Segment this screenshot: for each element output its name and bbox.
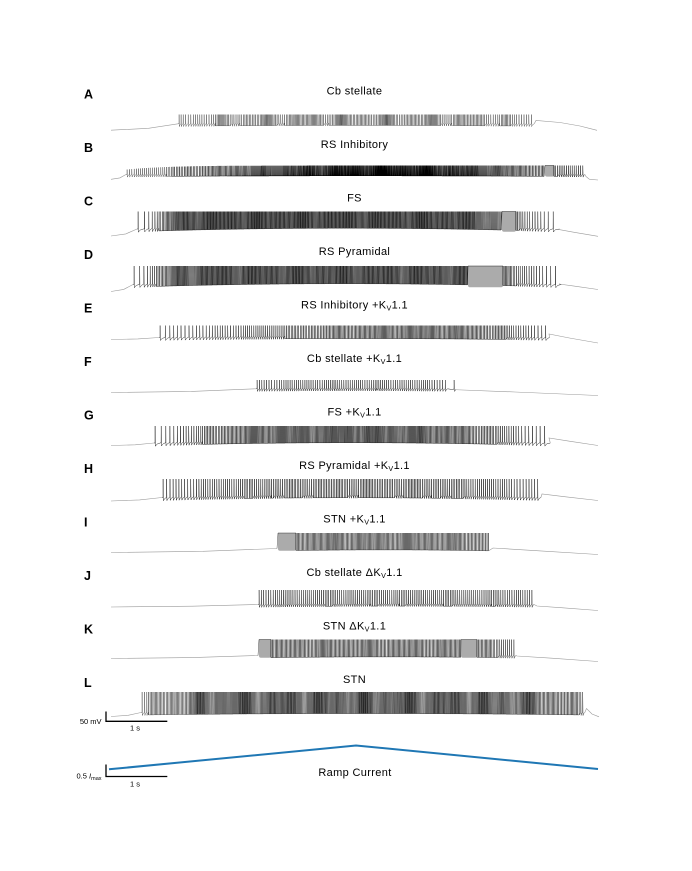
svg-text:B: B xyxy=(84,141,93,155)
svg-text:A: A xyxy=(84,88,93,102)
svg-text:L: L xyxy=(84,676,92,690)
svg-text:J: J xyxy=(84,569,91,583)
svg-text:STN ΔKV1.1: STN ΔKV1.1 xyxy=(323,621,386,634)
svg-text:RS Inhibitory +KV1.1: RS Inhibitory +KV1.1 xyxy=(301,300,408,313)
svg-text:K: K xyxy=(84,623,93,637)
svg-text:50 mV: 50 mV xyxy=(80,717,102,726)
svg-text:RS Pyramidal +KV1.1: RS Pyramidal +KV1.1 xyxy=(299,460,410,473)
svg-text:1 s: 1 s xyxy=(130,724,140,733)
svg-text:Ramp Current: Ramp Current xyxy=(318,767,391,779)
svg-text:STN: STN xyxy=(343,674,366,686)
svg-text:Cb stellate ΔKV1.1: Cb stellate ΔKV1.1 xyxy=(306,567,402,580)
svg-text:Cb stellate +KV1.1: Cb stellate +KV1.1 xyxy=(307,353,402,366)
svg-text:FS: FS xyxy=(347,193,362,205)
svg-text:FS +KV1.1: FS +KV1.1 xyxy=(327,407,381,420)
svg-text:H: H xyxy=(84,462,93,476)
svg-text:RS Inhibitory: RS Inhibitory xyxy=(321,139,389,151)
svg-text:STN +KV1.1: STN +KV1.1 xyxy=(323,514,385,527)
svg-text:E: E xyxy=(84,302,92,316)
svg-text:RS Pyramidal: RS Pyramidal xyxy=(319,246,390,258)
svg-text:Cb stellate: Cb stellate xyxy=(327,86,383,98)
svg-text:1 s: 1 s xyxy=(130,780,140,789)
svg-text:D: D xyxy=(84,248,93,262)
svg-text:I: I xyxy=(84,516,87,530)
svg-text:F: F xyxy=(84,355,92,369)
svg-text:0.5 Imax: 0.5 Imax xyxy=(77,772,102,783)
svg-text:C: C xyxy=(84,195,93,209)
svg-text:G: G xyxy=(84,409,94,423)
